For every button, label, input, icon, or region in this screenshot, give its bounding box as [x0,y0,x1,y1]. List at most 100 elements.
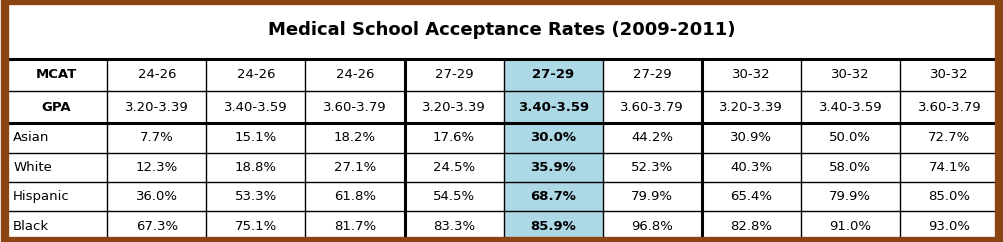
Text: 24-26: 24-26 [335,68,374,81]
Bar [107,211,207,241]
Text: 18.2%: 18.2% [334,131,376,144]
Bar [800,1,899,59]
Bar [701,1,800,59]
Text: 75.1%: 75.1% [235,219,277,233]
Bar [899,152,998,182]
Text: 3.40-3.59: 3.40-3.59 [518,100,588,113]
Bar [504,211,602,241]
Text: 65.4%: 65.4% [729,190,771,203]
Text: 27.1%: 27.1% [334,161,376,174]
Text: 91.0%: 91.0% [828,219,871,233]
Text: 3.60-3.79: 3.60-3.79 [917,100,980,113]
Text: 81.7%: 81.7% [334,219,376,233]
Bar [504,123,602,152]
Text: 17.6%: 17.6% [432,131,474,144]
Text: 30.0%: 30.0% [530,131,576,144]
Text: 27-29: 27-29 [434,68,473,81]
Bar [107,123,207,152]
Text: 3.40-3.59: 3.40-3.59 [817,100,882,113]
Bar [207,152,305,182]
Text: 85.0%: 85.0% [928,190,970,203]
Bar [107,1,207,59]
Text: 74.1%: 74.1% [928,161,970,174]
Bar [404,59,504,91]
Bar [899,91,998,123]
Bar [602,59,701,91]
Bar [207,59,305,91]
Bar [800,182,899,211]
Bar [800,152,899,182]
Bar [899,182,998,211]
Text: 54.5%: 54.5% [432,190,474,203]
Text: 53.3%: 53.3% [235,190,277,203]
Bar [404,91,504,123]
Bar [701,123,800,152]
Text: Asian: Asian [13,131,49,144]
Text: 3.60-3.79: 3.60-3.79 [323,100,386,113]
Bar [800,59,899,91]
Bar [602,152,701,182]
Text: 67.3%: 67.3% [135,219,178,233]
Bar [504,91,602,123]
Text: 85.9%: 85.9% [530,219,576,233]
Bar [305,59,404,91]
Text: 44.2%: 44.2% [631,131,673,144]
Text: 3.60-3.79: 3.60-3.79 [620,100,683,113]
Text: 27-29: 27-29 [632,68,671,81]
Bar [107,91,207,123]
Text: 40.3%: 40.3% [729,161,771,174]
Text: 52.3%: 52.3% [631,161,673,174]
Bar [404,211,504,241]
Bar [5,182,107,211]
Text: 35.9%: 35.9% [530,161,576,174]
Text: 36.0%: 36.0% [135,190,178,203]
Bar [5,59,107,91]
Text: 30-32: 30-32 [929,68,968,81]
Bar [5,1,107,59]
Text: 61.8%: 61.8% [334,190,376,203]
Bar [207,1,305,59]
Text: Hispanic: Hispanic [13,190,70,203]
Bar [504,1,602,59]
Bar [305,152,404,182]
Bar [107,59,207,91]
Bar [899,59,998,91]
Text: 24-26: 24-26 [137,68,176,81]
Bar [305,123,404,152]
Text: 68.7%: 68.7% [530,190,576,203]
Bar [899,1,998,59]
Bar [404,123,504,152]
Text: 3.20-3.39: 3.20-3.39 [124,100,189,113]
Bar [5,123,107,152]
Text: 50.0%: 50.0% [828,131,871,144]
Bar [305,182,404,211]
Bar [404,1,504,59]
Text: 82.8%: 82.8% [729,219,771,233]
Text: GPA: GPA [41,100,71,113]
Bar [504,182,602,211]
Bar [899,123,998,152]
Bar [701,211,800,241]
Bar [701,182,800,211]
Text: 3.20-3.39: 3.20-3.39 [719,100,782,113]
Bar [5,211,107,241]
Text: 93.0%: 93.0% [928,219,970,233]
Bar [5,152,107,182]
Bar [800,123,899,152]
Bar [207,182,305,211]
Text: 24.5%: 24.5% [432,161,474,174]
Bar [207,211,305,241]
Text: MCAT: MCAT [35,68,76,81]
Text: 24-26: 24-26 [237,68,275,81]
Bar [305,211,404,241]
Bar [899,211,998,241]
Text: 83.3%: 83.3% [432,219,474,233]
Text: 15.1%: 15.1% [235,131,277,144]
Bar [305,91,404,123]
Bar [602,123,701,152]
Bar [404,182,504,211]
Bar [207,123,305,152]
Text: 27-29: 27-29 [532,68,574,81]
Text: 30-32: 30-32 [830,68,869,81]
Bar [207,91,305,123]
